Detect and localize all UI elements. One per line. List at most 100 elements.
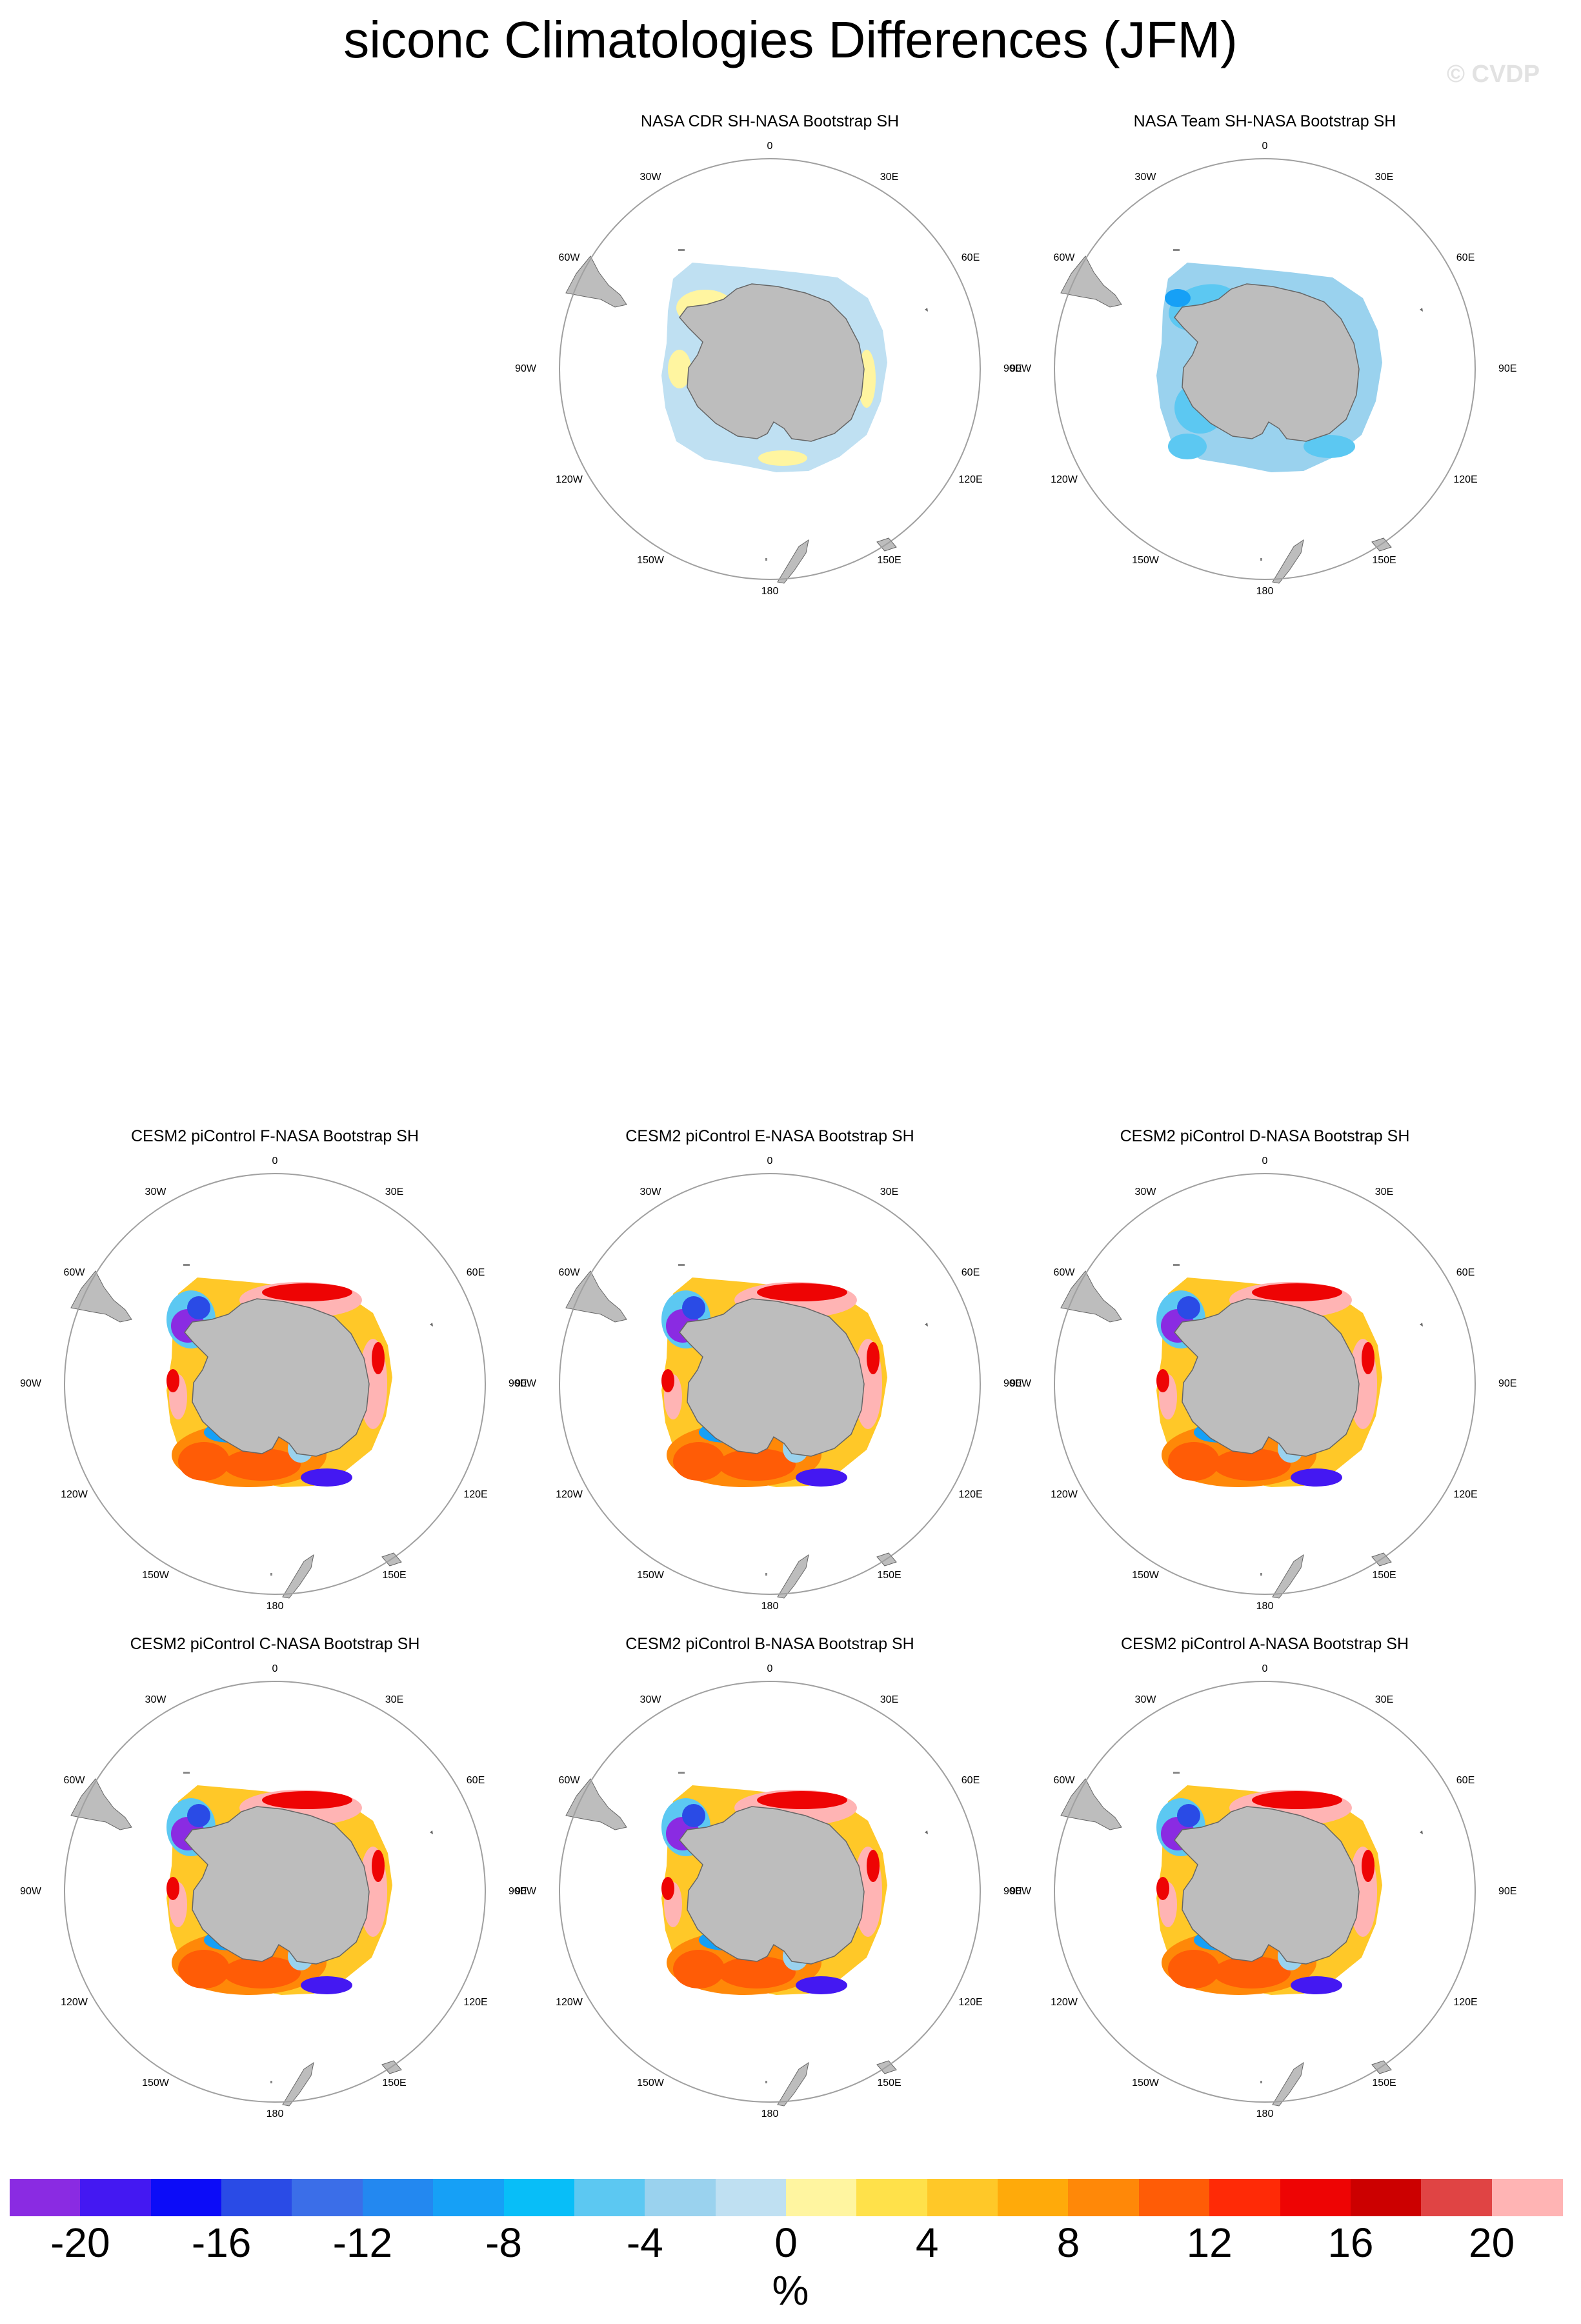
longitude-label: 120E — [463, 1997, 488, 2008]
map-boundary-circle — [1054, 1173, 1476, 1595]
panel-sea-ice-difference-field — [1156, 1785, 1382, 1995]
colorbar-swatch — [433, 2179, 505, 2216]
new-zealand-land — [282, 1554, 314, 1599]
longitude-label: 180 — [761, 586, 779, 597]
longitude-label: 60E — [1456, 1267, 1475, 1278]
panel-title: NASA Team SH-NASA Bootstrap SH — [1133, 112, 1396, 130]
longitude-label: 60W — [558, 1267, 580, 1278]
south-america-land — [565, 1778, 627, 1830]
longitude-label: 150W — [142, 2078, 169, 2089]
longitude-label: 120W — [61, 1489, 88, 1500]
longitude-label: 150E — [1372, 1570, 1396, 1581]
colorbar-tick-label: -4 — [626, 2219, 663, 2266]
polar-stereographic-map — [64, 1173, 486, 1599]
longitude-label: 60W — [63, 1267, 85, 1278]
antarctica-land — [1174, 1298, 1360, 1457]
colorbar-swatch — [1421, 2179, 1493, 2216]
longitude-label: 120W — [556, 1489, 583, 1500]
longitude-label: 60W — [1053, 1267, 1075, 1278]
map-boundary-circle — [64, 1681, 486, 2103]
colorbar-swatch — [786, 2179, 857, 2216]
colorbar-swatch — [1209, 2179, 1281, 2216]
longitude-label: 90E — [1003, 363, 1022, 374]
longitude-label: 30W — [1134, 1694, 1156, 1705]
longitude-label: 90E — [1003, 1378, 1022, 1389]
panel-sea-ice-difference-field — [661, 1277, 887, 1487]
antarctica-land — [184, 1806, 370, 1965]
longitude-label: 30E — [385, 1187, 404, 1197]
longitude-label: 180 — [761, 2109, 779, 2119]
new-zealand-land — [1272, 539, 1304, 584]
longitude-label: 30E — [385, 1694, 404, 1705]
longitude-label: 30E — [1375, 1187, 1394, 1197]
panel-landmasses — [565, 1772, 928, 2107]
longitude-label: 0 — [272, 1663, 278, 1674]
colorbar-swatch — [927, 2179, 998, 2216]
polar-stereographic-map — [64, 1681, 486, 2107]
colorbar-swatch — [10, 2179, 81, 2216]
colorbar-swatch — [1491, 2179, 1563, 2216]
polar-stereographic-map — [1054, 1681, 1476, 2107]
antarctica-land — [679, 1806, 865, 1965]
colorbar-tick-label: -12 — [332, 2219, 393, 2266]
antarctica-land — [679, 283, 865, 442]
longitude-label: 120E — [958, 474, 983, 485]
map-panel: CESM2 piControl A-NASA Bootstrap SH 0 30E 6… — [1010, 1634, 1516, 2130]
longitude-label: 90W — [1010, 363, 1031, 374]
south-america-land — [70, 1778, 132, 1830]
panel-title: CESM2 piControl B-NASA Bootstrap SH — [625, 1635, 914, 1653]
antarctica-land — [1174, 1806, 1360, 1965]
colorbar-tick-label: 16 — [1327, 2219, 1374, 2266]
longitude-label: 120E — [1453, 1997, 1478, 2008]
panel-landmasses — [565, 1264, 928, 1599]
longitude-label: 30E — [1375, 172, 1394, 183]
longitude-label: 60E — [961, 1267, 980, 1278]
new-zealand-land — [777, 539, 809, 584]
longitude-label: 90W — [1010, 1886, 1031, 1897]
map-boundary-circle — [1054, 158, 1476, 580]
copyright-watermark: © CVDP — [1447, 61, 1540, 88]
longitude-label: 30W — [1134, 1187, 1156, 1197]
longitude-label: 60E — [961, 252, 980, 263]
longitude-label: 0 — [767, 141, 773, 152]
longitude-label: 60E — [466, 1267, 485, 1278]
colorbar-swatch — [574, 2179, 645, 2216]
longitude-label: 90E — [509, 1886, 527, 1897]
south-america-land — [70, 1270, 132, 1323]
colorbar-tick-label: 12 — [1186, 2219, 1233, 2266]
longitude-label: 150W — [1132, 555, 1159, 566]
colorbar-tick-label: 4 — [915, 2219, 939, 2266]
polar-stereographic-map — [1054, 1173, 1476, 1599]
longitude-label: 150E — [877, 555, 901, 566]
longitude-label: 60E — [1456, 1775, 1475, 1786]
longitude-label: 0 — [1262, 1156, 1268, 1167]
colorbar-swatch — [221, 2179, 293, 2216]
polar-stereographic-map — [559, 158, 981, 584]
map-boundary-circle — [559, 1681, 981, 2103]
longitude-label: 0 — [767, 1663, 773, 1674]
colorbar-swatch — [1280, 2179, 1351, 2216]
panel-landmasses — [1060, 1264, 1423, 1599]
colorbar-swatch — [503, 2179, 575, 2216]
colorbar-unit-label: % — [772, 2267, 809, 2314]
longitude-label: 0 — [1262, 1663, 1268, 1674]
longitude-label: 90E — [1003, 1886, 1022, 1897]
colorbar-tick-label: 8 — [1056, 2219, 1080, 2266]
longitude-label: 90E — [1498, 363, 1517, 374]
longitude-label: 120E — [958, 1489, 983, 1500]
map-boundary-circle — [64, 1173, 486, 1595]
south-america-land — [565, 255, 627, 308]
longitude-label: 150E — [1372, 555, 1396, 566]
new-zealand-land — [282, 2061, 314, 2107]
longitude-label: 30W — [145, 1694, 166, 1705]
longitude-label: 60W — [558, 252, 580, 263]
panel-title: NASA CDR SH-NASA Bootstrap SH — [640, 112, 900, 130]
longitude-label: 150E — [877, 1570, 901, 1581]
south-america-land — [1060, 1270, 1122, 1323]
longitude-label: 150E — [382, 1570, 407, 1581]
longitude-label: 180 — [1256, 1601, 1274, 1612]
colorbar-tick-label: 0 — [774, 2219, 798, 2266]
longitude-label: 150E — [1372, 2078, 1396, 2089]
longitude-label: 180 — [1256, 2109, 1274, 2119]
longitude-label: 0 — [1262, 141, 1268, 152]
